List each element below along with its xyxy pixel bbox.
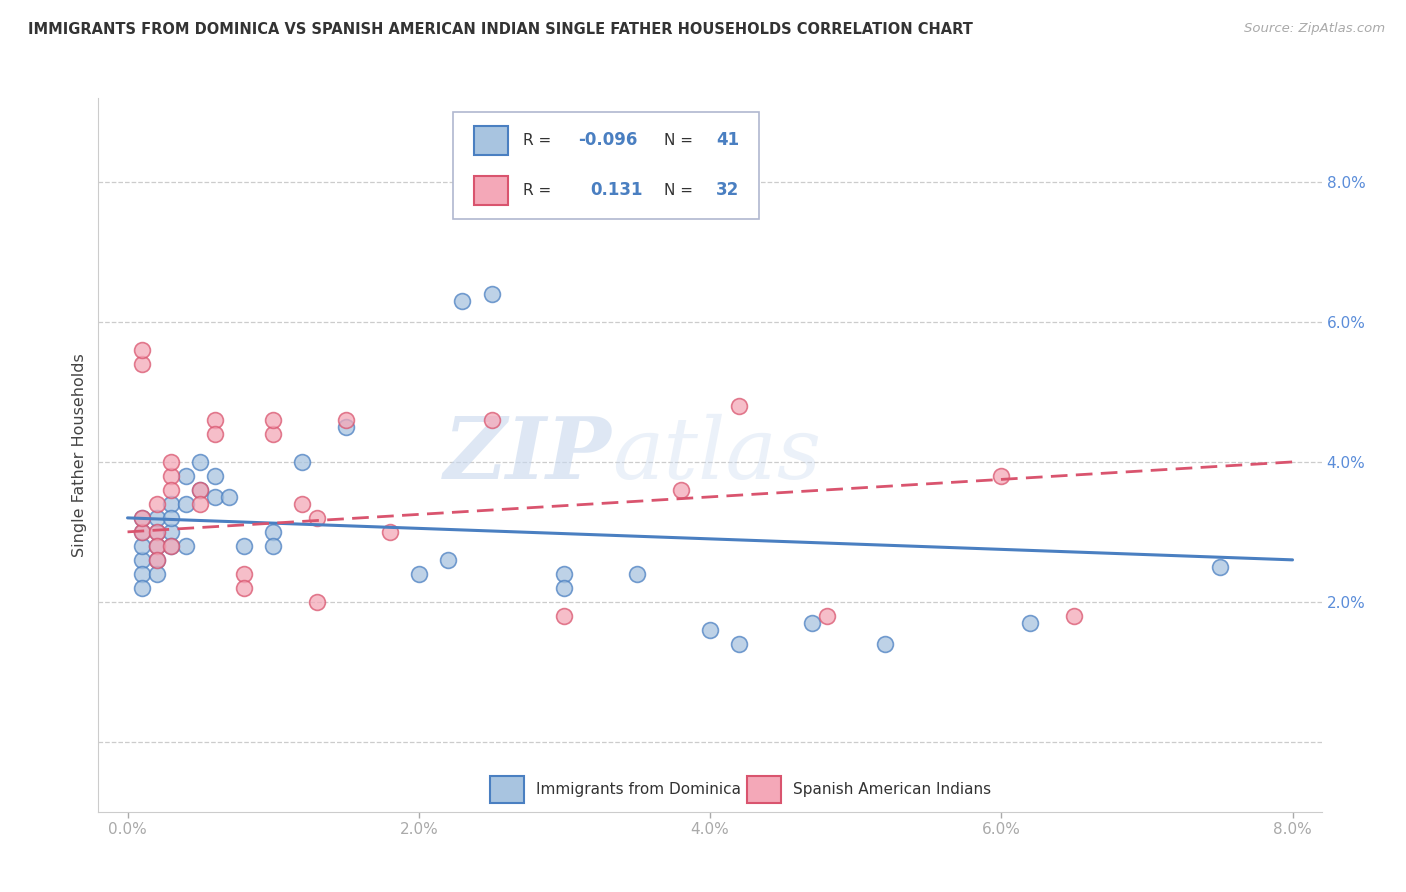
Text: N =: N =: [664, 133, 697, 148]
Point: [233, 539, 256, 553]
Point: [174, 539, 197, 553]
Point: [160, 455, 183, 469]
Point: [204, 426, 226, 441]
Point: [1019, 615, 1042, 630]
Point: [204, 490, 226, 504]
Point: [335, 420, 357, 434]
Point: [131, 511, 153, 525]
Point: [305, 595, 328, 609]
Text: 32: 32: [716, 181, 740, 200]
Point: [233, 581, 256, 595]
Text: R =: R =: [523, 183, 555, 198]
Point: [145, 497, 167, 511]
Text: IMMIGRANTS FROM DOMINICA VS SPANISH AMERICAN INDIAN SINGLE FATHER HOUSEHOLDS COR: IMMIGRANTS FROM DOMINICA VS SPANISH AMER…: [28, 22, 973, 37]
Point: [131, 343, 153, 357]
Point: [188, 497, 211, 511]
Point: [1208, 559, 1230, 574]
Text: 0.131: 0.131: [591, 181, 643, 200]
Point: [204, 469, 226, 483]
Point: [160, 483, 183, 497]
Point: [174, 469, 197, 483]
Text: ZIP: ZIP: [444, 413, 612, 497]
Text: Spanish American Indians: Spanish American Indians: [793, 782, 991, 797]
Text: R =: R =: [523, 133, 555, 148]
Point: [160, 524, 183, 539]
Point: [145, 524, 167, 539]
Point: [437, 553, 460, 567]
Point: [145, 524, 167, 539]
Point: [699, 623, 721, 637]
Point: [553, 581, 575, 595]
FancyBboxPatch shape: [474, 126, 508, 155]
Point: [408, 566, 430, 581]
Point: [305, 511, 328, 525]
Point: [233, 566, 256, 581]
Text: 41: 41: [716, 131, 740, 150]
Point: [378, 524, 401, 539]
Point: [160, 539, 183, 553]
Point: [800, 615, 823, 630]
Text: Immigrants from Dominica: Immigrants from Dominica: [536, 782, 741, 797]
Point: [131, 553, 153, 567]
Point: [160, 469, 183, 483]
Point: [669, 483, 692, 497]
Point: [131, 539, 153, 553]
Point: [451, 293, 474, 308]
Point: [728, 637, 751, 651]
Point: [815, 608, 838, 623]
Point: [131, 524, 153, 539]
Point: [131, 357, 153, 371]
Point: [131, 581, 153, 595]
Point: [188, 455, 211, 469]
Y-axis label: Single Father Households: Single Father Households: [72, 353, 87, 557]
FancyBboxPatch shape: [474, 176, 508, 205]
Point: [160, 511, 183, 525]
Point: [218, 490, 240, 504]
Point: [145, 553, 167, 567]
Point: [131, 524, 153, 539]
Point: [481, 287, 503, 301]
Point: [160, 539, 183, 553]
Point: [174, 497, 197, 511]
Point: [553, 566, 575, 581]
FancyBboxPatch shape: [453, 112, 759, 219]
Point: [188, 483, 211, 497]
Point: [131, 566, 153, 581]
Text: atlas: atlas: [612, 414, 821, 496]
Point: [160, 497, 183, 511]
Point: [1063, 608, 1085, 623]
Text: N =: N =: [664, 183, 697, 198]
Text: -0.096: -0.096: [578, 131, 637, 150]
Point: [873, 637, 896, 651]
Point: [481, 413, 503, 427]
Point: [990, 469, 1012, 483]
Point: [145, 566, 167, 581]
Point: [728, 399, 751, 413]
Point: [145, 511, 167, 525]
Point: [262, 426, 284, 441]
Point: [145, 539, 167, 553]
Point: [145, 553, 167, 567]
Point: [131, 511, 153, 525]
Point: [188, 483, 211, 497]
Text: Source: ZipAtlas.com: Source: ZipAtlas.com: [1244, 22, 1385, 36]
FancyBboxPatch shape: [489, 776, 524, 803]
Point: [291, 497, 314, 511]
Point: [626, 566, 648, 581]
Point: [553, 608, 575, 623]
Point: [262, 524, 284, 539]
Point: [335, 413, 357, 427]
FancyBboxPatch shape: [747, 776, 780, 803]
Point: [145, 539, 167, 553]
Point: [262, 413, 284, 427]
Point: [204, 413, 226, 427]
Point: [291, 455, 314, 469]
Point: [262, 539, 284, 553]
